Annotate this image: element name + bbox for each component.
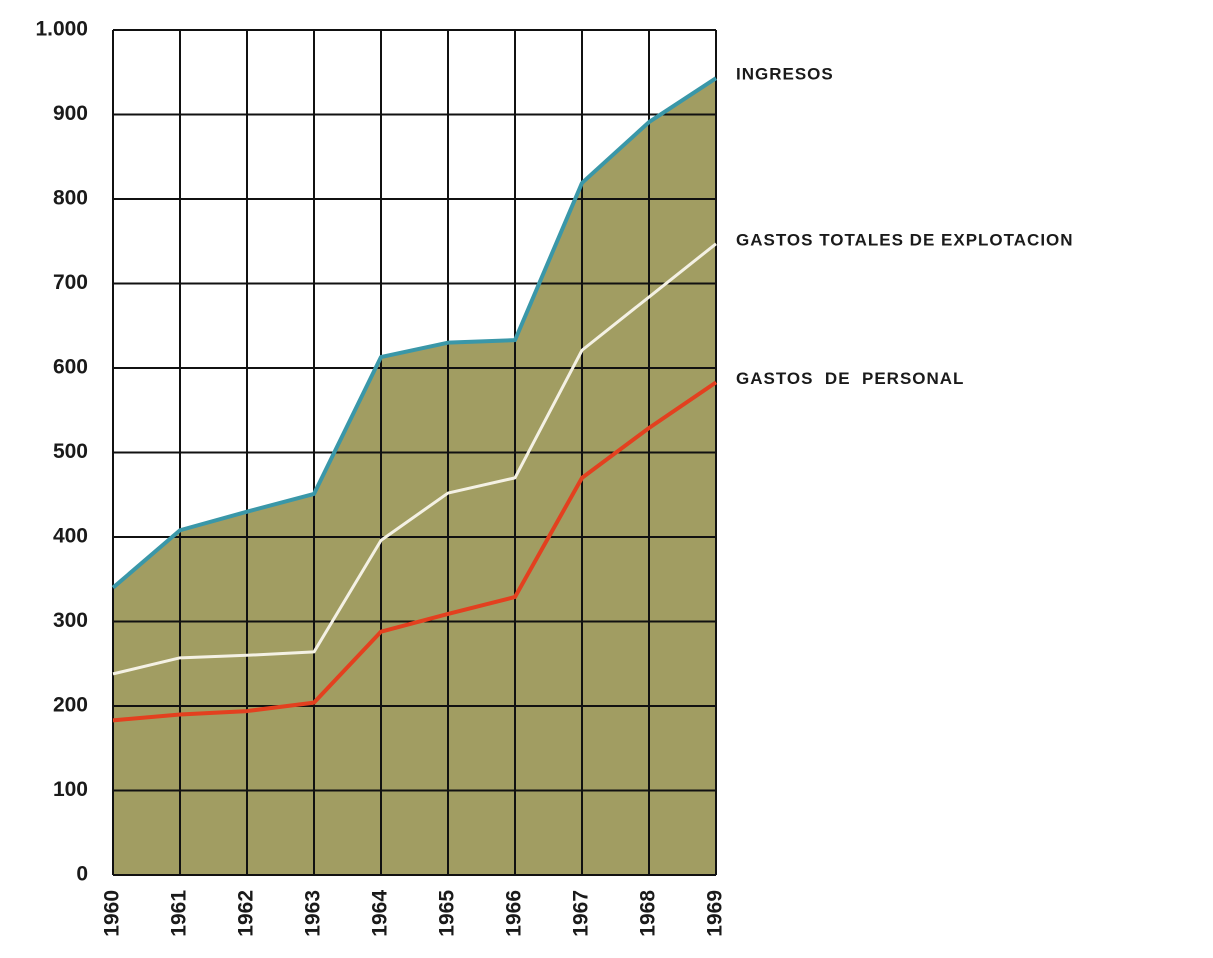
x-tick-label: 1965	[436, 890, 459, 937]
x-tick-label: 1969	[704, 890, 727, 937]
series-line	[112, 380, 718, 723]
series-line	[112, 242, 717, 676]
y-tick-label: 100	[53, 778, 88, 801]
y-tick-label: 200	[53, 694, 88, 717]
y-tick-label: 700	[53, 271, 88, 294]
series-line	[111, 76, 718, 590]
y-tick-label: 1.000	[35, 18, 88, 41]
series-label: GASTOS DE PERSONAL	[736, 369, 964, 388]
y-tick-label: 600	[53, 356, 88, 379]
x-tick-label: 1964	[369, 890, 392, 937]
area	[113, 78, 716, 876]
x-tick-label: 1966	[503, 890, 526, 937]
series-label: INGRESOS	[736, 65, 834, 84]
x-tick-label: 1968	[637, 890, 660, 937]
x-tick-label: 1961	[168, 890, 191, 937]
y-tick-label: 400	[53, 525, 88, 548]
y-tick-label: 800	[53, 187, 88, 210]
y-tick-label: 300	[53, 609, 88, 632]
y-tick-label: 900	[53, 102, 88, 125]
x-tick-label: 1960	[101, 890, 124, 937]
y-tick-label: 0	[76, 863, 88, 886]
x-tick-label: 1967	[570, 890, 593, 937]
x-tick-label: 1962	[235, 890, 258, 937]
y-tick-label: 500	[53, 440, 88, 463]
x-tick-label: 1963	[302, 890, 325, 937]
series-label: GASTOS TOTALES DE EXPLOTACION	[736, 230, 1074, 249]
